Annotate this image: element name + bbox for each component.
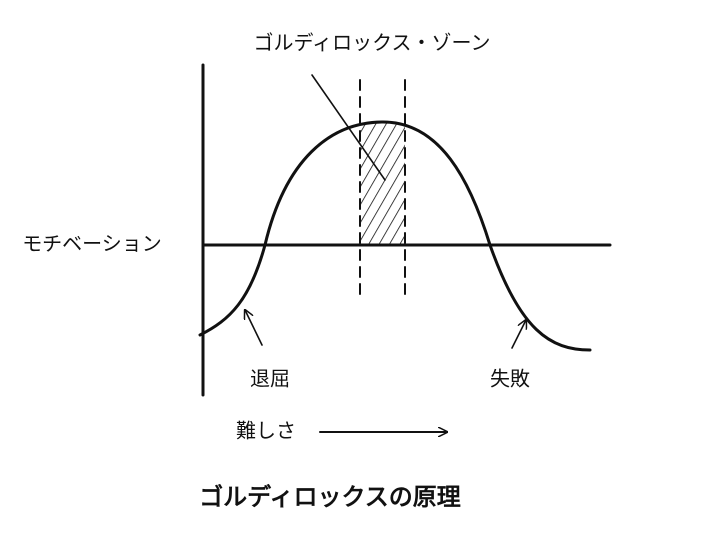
caption: ゴルディロックスの原理 xyxy=(199,483,461,511)
x-axis-label: 難しさ xyxy=(236,419,296,443)
pointer-arrow xyxy=(245,310,263,346)
leader-line xyxy=(311,74,386,181)
boredom-label: 退屈 xyxy=(250,367,290,391)
zone-label: ゴルディロックス・ゾーン xyxy=(254,31,491,55)
y-axis-label: モチベーション xyxy=(22,232,162,256)
zone-hatch xyxy=(360,122,405,245)
pointer-arrow xyxy=(511,320,526,349)
motivation-curve xyxy=(198,120,592,352)
failure-label: 失敗 xyxy=(490,367,530,391)
